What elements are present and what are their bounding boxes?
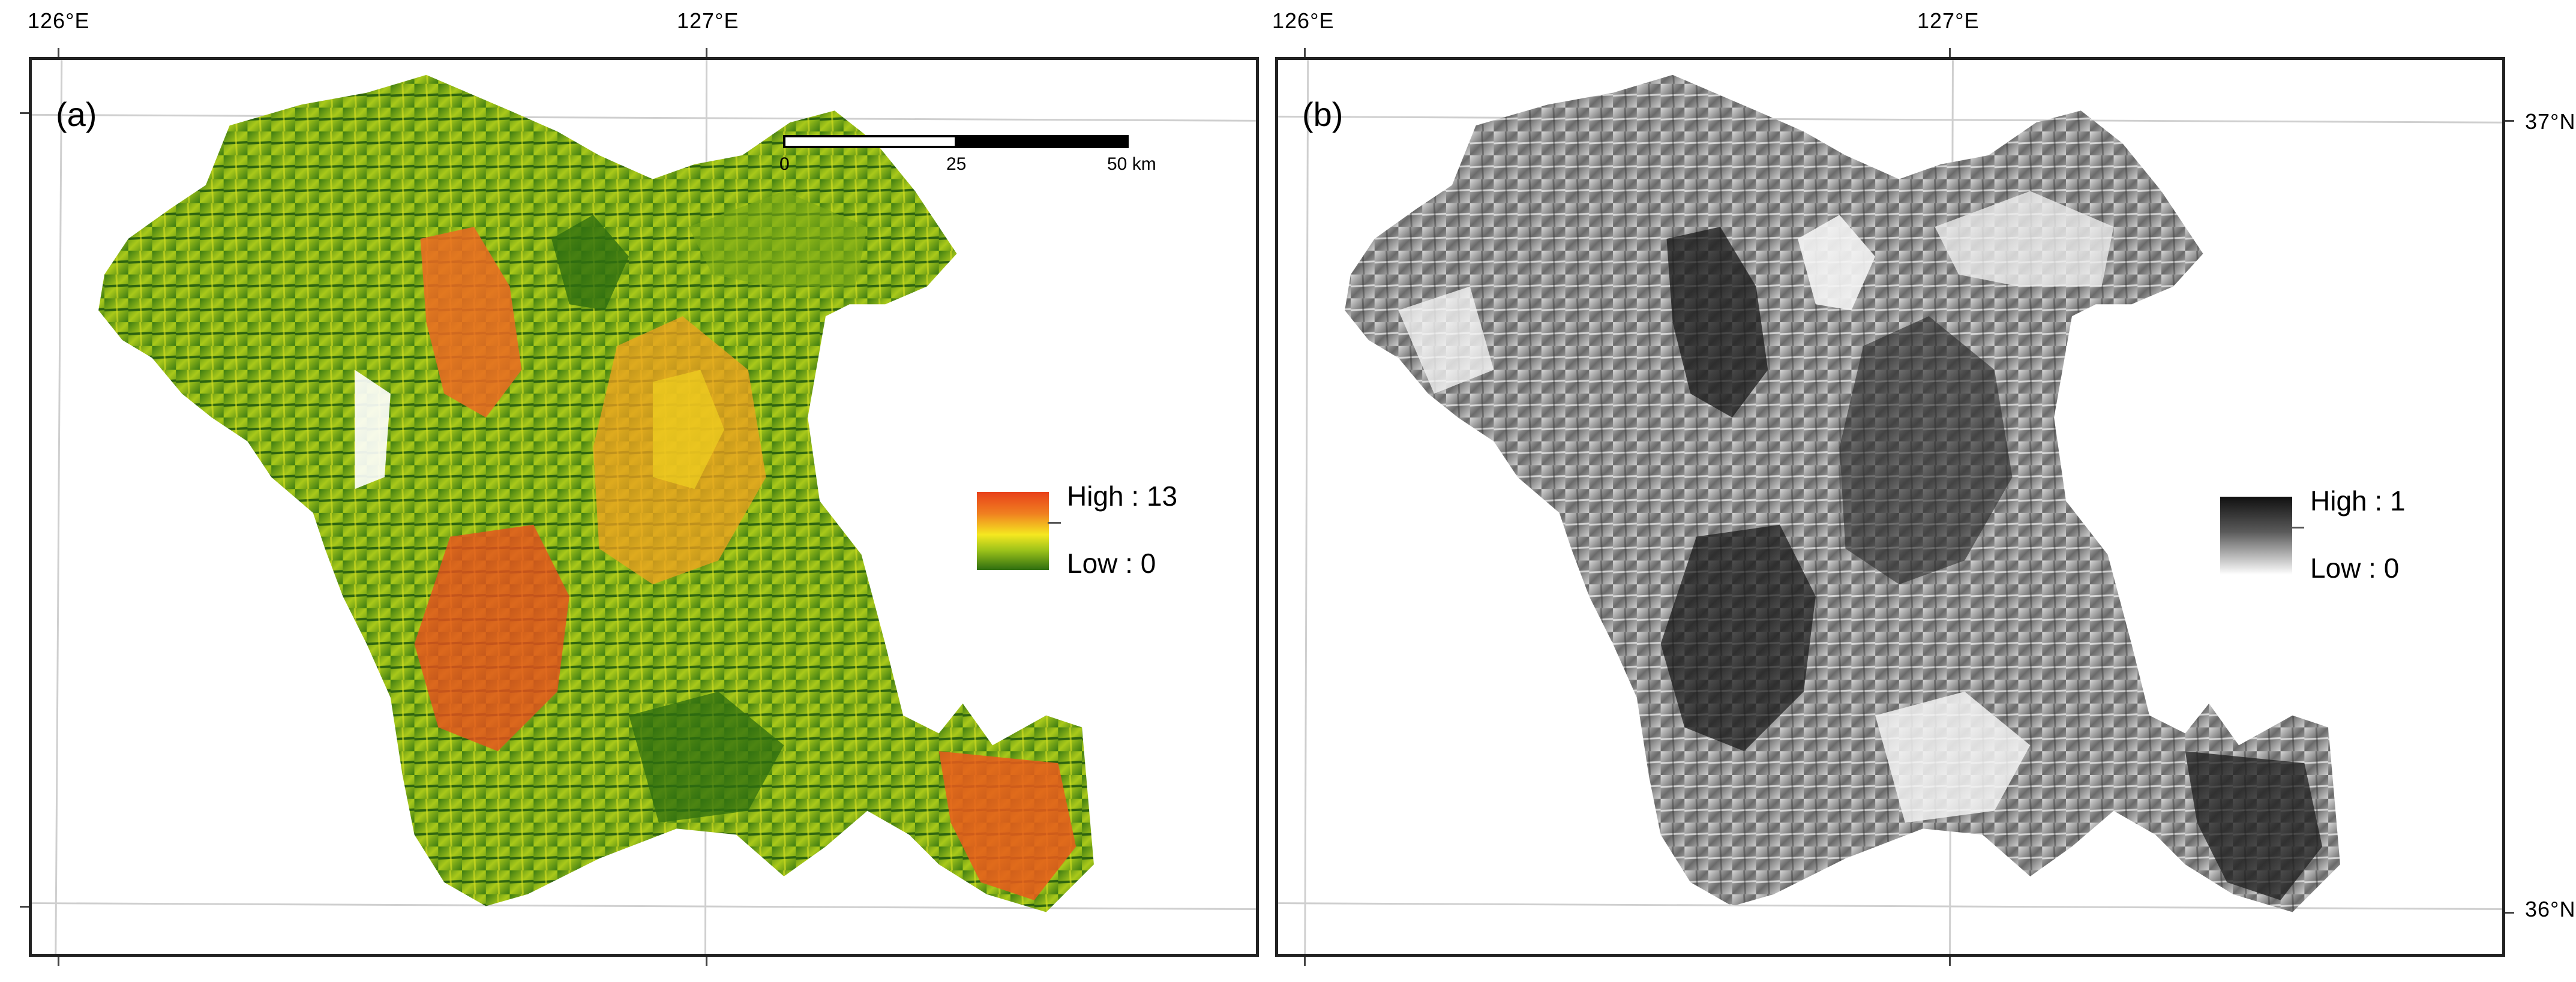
high-zone xyxy=(1666,227,1768,418)
tick-mark xyxy=(1949,957,1951,966)
scale-bar: 0 25 50 km xyxy=(779,135,1203,174)
lat-label-36: 36°N xyxy=(2525,897,2576,921)
tick-mark xyxy=(58,48,59,57)
tick-mark xyxy=(2505,120,2514,122)
tick-mark xyxy=(1304,48,1306,57)
panel-label-b: (b) xyxy=(1302,95,1344,133)
legend-tick xyxy=(2291,527,2304,528)
water-body xyxy=(355,370,391,490)
scale-bar-segment-white xyxy=(783,135,957,148)
legend-high-label-b: High : 1 xyxy=(2310,485,2406,516)
legend-tick xyxy=(1048,522,1061,524)
lon-label-126-b: 126°E xyxy=(1272,8,1335,33)
legend-color-ramp-b xyxy=(2220,497,2292,575)
tick-mark xyxy=(20,906,29,908)
low-zone xyxy=(1798,215,1876,311)
tick-mark xyxy=(20,112,29,114)
tick-mark xyxy=(1949,48,1951,57)
scale-label-0: 0 xyxy=(779,154,790,174)
susceptibility-map-a xyxy=(98,74,1094,912)
panel-label-a: (a) xyxy=(56,95,97,133)
tick-mark xyxy=(58,957,59,966)
low-zone xyxy=(1935,191,2114,287)
legend-low-label-a: Low : 0 xyxy=(1067,548,1156,579)
medium-zone xyxy=(652,370,725,490)
tick-mark xyxy=(706,48,707,57)
tick-mark xyxy=(2505,912,2514,914)
high-zone xyxy=(1839,316,2013,585)
high-zone xyxy=(938,751,1076,900)
high-zone xyxy=(420,227,522,418)
high-zone xyxy=(414,524,569,752)
map-panel-b: (b) High : 1 Low : 0 xyxy=(1275,57,2505,957)
probability-map-b xyxy=(1345,74,2340,912)
low-zone xyxy=(629,691,784,823)
tick-mark xyxy=(706,957,707,966)
high-zone xyxy=(2185,751,2323,900)
scale-label-50: 50 km xyxy=(1107,154,1156,174)
legend-color-ramp-a xyxy=(977,492,1049,570)
medium-zone xyxy=(688,191,868,287)
scale-bar-segment-black xyxy=(955,135,1129,148)
scale-label-25: 25 xyxy=(946,154,967,174)
lat-label-37: 37°N xyxy=(2525,109,2576,134)
lon-label-127-b: 127°E xyxy=(1917,8,1980,33)
low-zone xyxy=(1875,691,2031,823)
lon-label-127-a: 127°E xyxy=(677,8,739,33)
map-panel-a: (a) 0 25 50 km High : 13 Low : 0 xyxy=(29,57,1259,957)
tick-mark xyxy=(1304,957,1306,966)
lon-label-126-a: 126°E xyxy=(28,8,90,33)
legend-low-label-b: Low : 0 xyxy=(2310,552,2400,584)
high-zone xyxy=(1660,524,1816,752)
low-zone xyxy=(551,215,629,311)
low-zone xyxy=(1398,286,1494,394)
legend-high-label-a: High : 13 xyxy=(1067,481,1178,512)
